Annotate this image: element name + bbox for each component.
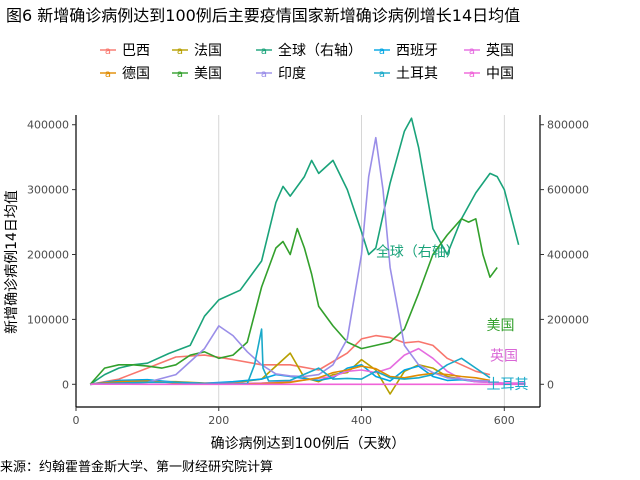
legend-key-glyph: a <box>261 46 267 57</box>
annotation-label: 土耳其 <box>486 377 528 393</box>
legend-item: a 全球（右轴） <box>256 42 362 59</box>
legend-label: 印度 <box>278 66 306 82</box>
legend-key-glyph: a <box>177 69 183 80</box>
legend-item: a 土耳其 <box>374 66 438 82</box>
x-axis-title: 确诊病例达到100例后（天数） <box>211 436 406 452</box>
axes: 0 100000 200000 300000 400000 0 200000 400000 60… <box>27 115 589 427</box>
legend-key-glyph: a <box>105 46 111 57</box>
legend-item: a 巴西 <box>100 43 150 59</box>
annotation-label: 英国 <box>490 347 518 364</box>
y2-tick-label: 0 <box>547 378 554 391</box>
legend-item: a 英国 <box>464 42 514 59</box>
x-tick-label: 200 <box>208 414 229 427</box>
legend-key-glyph: a <box>105 69 111 80</box>
legend-item: a 中国 <box>464 66 514 82</box>
y-tick-label: 300000 <box>27 184 69 197</box>
legend-label: 巴西 <box>122 43 150 59</box>
legend-key-glyph: a <box>469 46 475 57</box>
legend-item: a 德国 <box>100 66 150 82</box>
legend-key-glyph: a <box>261 69 267 80</box>
chart-title: 图6 新增确诊病例达到100例后主要疫情国家新增确诊病例增长14日均值 <box>6 6 521 25</box>
x-tick-label: 0 <box>73 414 80 427</box>
legend-label: 西班牙 <box>396 43 438 59</box>
annotation-label: 美国 <box>486 318 514 334</box>
legend-label: 中国 <box>486 66 514 82</box>
source-note: 来源：约翰霍普金斯大学、第一财经研究院计算 <box>0 460 274 475</box>
legend-label: 英国 <box>486 42 514 59</box>
legend: a 巴西 a 法国 a 全球（右轴） a 西班牙 a 英国 a 德国 a 美国 a 印度 a 土耳其 a 中国 <box>100 42 514 82</box>
legend-item: a 印度 <box>256 66 306 82</box>
legend-label: 法国 <box>194 43 222 59</box>
legend-label: 美国 <box>194 66 222 82</box>
legend-key-glyph: a <box>379 69 385 80</box>
legend-label: 全球（右轴） <box>278 42 362 59</box>
x-tick-label: 400 <box>351 414 372 427</box>
series-line-印度 <box>90 136 491 386</box>
y2-tick-label: 800000 <box>547 119 589 132</box>
legend-item: a 西班牙 <box>374 43 438 59</box>
y2-tick-label: 600000 <box>547 184 589 197</box>
x-tick-label: 600 <box>494 414 515 427</box>
y-tick-label: 400000 <box>27 119 69 132</box>
legend-label: 土耳其 <box>396 66 438 82</box>
legend-item: a 美国 <box>172 66 222 82</box>
series-line-全球（右轴） <box>89 117 520 385</box>
y-tick-label: 0 <box>62 378 69 391</box>
y2-tick-label: 200000 <box>547 313 589 326</box>
series-line-美国 <box>89 218 498 385</box>
annotation-label: 全球（右轴） <box>376 243 460 260</box>
y-axis-title: 新增确诊病例14日均值 <box>4 190 20 334</box>
legend-key-glyph: a <box>379 46 385 57</box>
legend-key-glyph: a <box>469 69 475 80</box>
y2-tick-label: 400000 <box>547 249 589 262</box>
legend-key-glyph: a <box>177 46 183 57</box>
y-tick-label: 100000 <box>27 313 69 326</box>
legend-item: a 法国 <box>172 43 222 59</box>
y-tick-label: 200000 <box>27 249 69 262</box>
series-lines <box>89 117 526 395</box>
legend-label: 德国 <box>122 66 150 82</box>
